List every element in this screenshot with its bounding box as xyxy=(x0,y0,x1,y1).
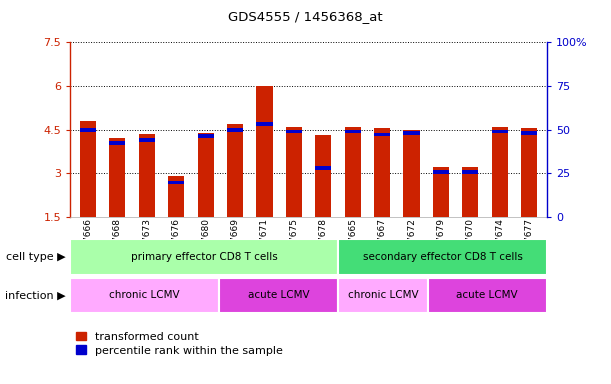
Legend: transformed count, percentile rank within the sample: transformed count, percentile rank withi… xyxy=(76,332,282,356)
Text: acute LCMV: acute LCMV xyxy=(456,290,518,300)
Bar xyxy=(197,134,214,138)
Bar xyxy=(338,278,428,313)
Bar xyxy=(168,180,185,184)
Bar xyxy=(257,122,273,126)
Bar xyxy=(463,170,478,174)
Bar xyxy=(315,136,331,217)
Text: primary effector CD8 T cells: primary effector CD8 T cells xyxy=(131,252,277,262)
Bar xyxy=(257,86,273,217)
Bar xyxy=(403,131,420,135)
Bar xyxy=(70,239,338,275)
Bar xyxy=(109,138,125,217)
Bar xyxy=(345,127,360,217)
Bar xyxy=(139,138,155,142)
Bar xyxy=(492,127,508,217)
Bar xyxy=(197,132,214,217)
Text: infection ▶: infection ▶ xyxy=(5,290,65,300)
Bar xyxy=(315,166,331,170)
Text: GDS4555 / 1456368_at: GDS4555 / 1456368_at xyxy=(228,10,383,23)
Bar xyxy=(521,128,537,217)
Bar xyxy=(227,124,243,217)
Bar xyxy=(286,130,302,133)
Bar xyxy=(345,130,360,133)
Bar xyxy=(374,132,390,136)
Bar xyxy=(403,130,420,217)
Bar xyxy=(219,278,338,313)
Text: secondary effector CD8 T cells: secondary effector CD8 T cells xyxy=(363,252,522,262)
Bar xyxy=(463,167,478,217)
Bar xyxy=(521,131,537,135)
Bar xyxy=(492,130,508,133)
Bar xyxy=(286,127,302,217)
Bar xyxy=(433,170,449,174)
Text: acute LCMV: acute LCMV xyxy=(248,290,310,300)
Text: chronic LCMV: chronic LCMV xyxy=(348,290,419,300)
Text: cell type ▶: cell type ▶ xyxy=(6,252,65,262)
Text: chronic LCMV: chronic LCMV xyxy=(109,290,180,300)
Bar xyxy=(139,134,155,217)
Bar xyxy=(227,128,243,132)
Bar xyxy=(109,141,125,145)
Bar xyxy=(168,176,185,217)
Bar xyxy=(433,167,449,217)
Bar xyxy=(374,128,390,217)
Bar xyxy=(80,121,96,217)
Bar xyxy=(428,278,547,313)
Bar xyxy=(80,128,96,132)
Bar xyxy=(70,278,219,313)
Bar xyxy=(338,239,547,275)
